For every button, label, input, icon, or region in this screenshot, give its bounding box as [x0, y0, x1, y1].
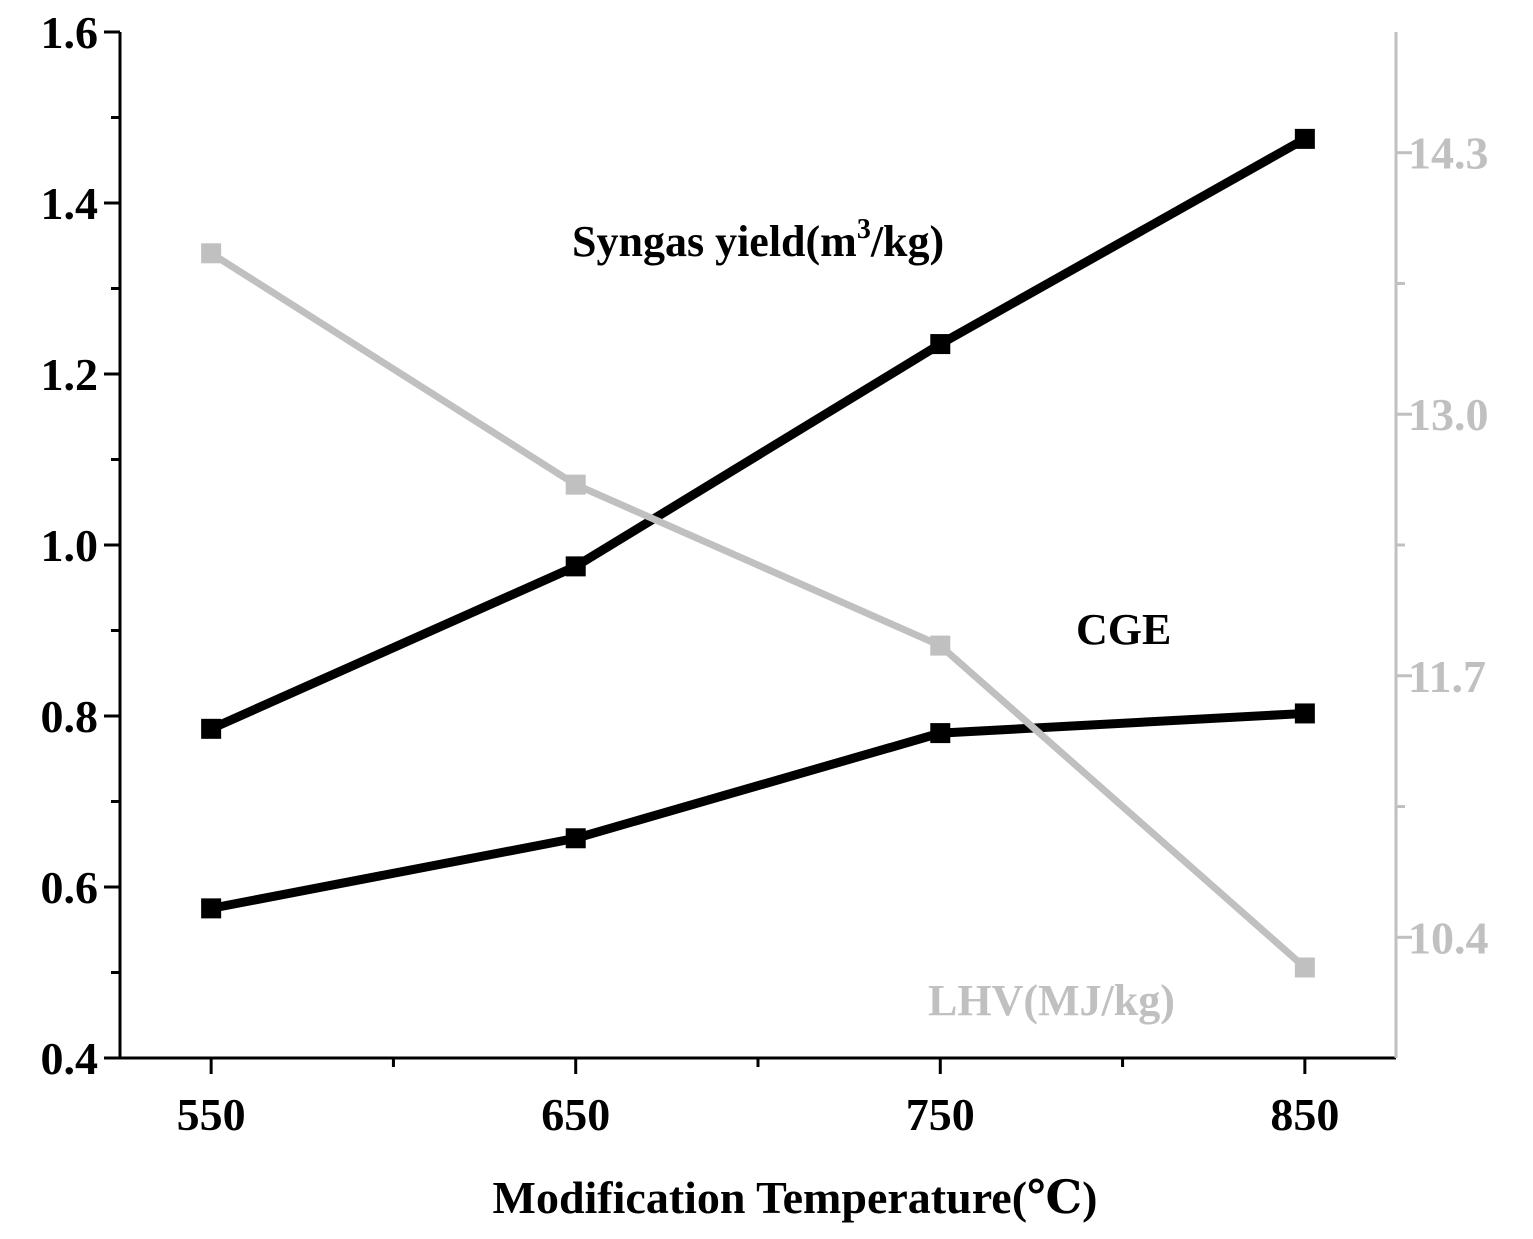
- y-left-tick-label: 1.6: [41, 7, 99, 58]
- syngas-yield-point: [930, 334, 951, 355]
- y-left-tick-label: 1.4: [41, 178, 99, 229]
- y-right-tick-label: 10.4: [1408, 912, 1489, 963]
- y-left-tick-label: 1.2: [41, 349, 99, 400]
- lhv-line: [209, 250, 1308, 971]
- y-right-tick-label: 11.7: [1408, 651, 1486, 702]
- y-left-tick-label: 0.4: [41, 1033, 99, 1084]
- syngas-yield-point: [1294, 128, 1315, 149]
- cge-point: [930, 723, 951, 744]
- cge-point: [565, 828, 586, 849]
- syngas-yield-line: [209, 134, 1308, 733]
- lhv-point: [1294, 957, 1315, 978]
- lhv-point: [565, 474, 586, 495]
- cge-point: [201, 898, 222, 919]
- x-axis-label: Modification Temperature(℃): [493, 1172, 1098, 1223]
- x-tick-label: 550: [177, 1089, 246, 1140]
- cge-annotation: CGE: [1076, 605, 1171, 654]
- lhv-point: [930, 635, 951, 656]
- y-left-tick-label: 0.8: [41, 691, 99, 742]
- syngas-yield-annotation: Syngas yield(m3/kg): [572, 214, 944, 266]
- lhv-point: [201, 243, 222, 264]
- y-right-tick-label: 13.0: [1408, 389, 1489, 440]
- syngas-yield-point: [565, 556, 586, 577]
- y-left-tick-label: 0.6: [41, 862, 99, 913]
- y-left-tick-label: 1.0: [41, 520, 99, 571]
- lhv-annotation: LHV(MJ/kg): [928, 976, 1175, 1025]
- cge-point: [1294, 703, 1315, 724]
- cge-line: [210, 708, 1306, 913]
- y-right-tick-label: 14.3: [1408, 128, 1489, 179]
- syngas-yield-point: [201, 718, 222, 739]
- x-tick-label: 850: [1270, 1089, 1339, 1140]
- x-tick-label: 650: [541, 1089, 610, 1140]
- x-tick-label: 750: [906, 1089, 975, 1140]
